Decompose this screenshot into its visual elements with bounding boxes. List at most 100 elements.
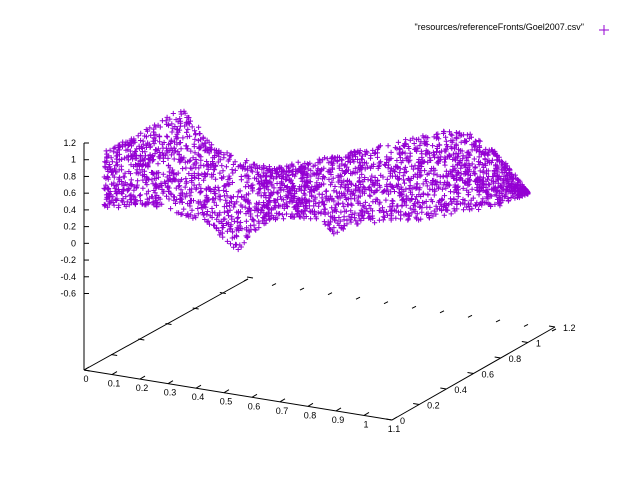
data-point — [328, 182, 334, 188]
data-point — [349, 202, 355, 208]
data-point — [417, 185, 423, 191]
data-point — [302, 160, 308, 166]
data-point — [507, 167, 513, 173]
z-tick-label: 0.8 — [63, 171, 76, 181]
data-point — [371, 150, 377, 157]
data-point — [189, 207, 195, 213]
data-point — [488, 160, 494, 166]
data-point — [426, 214, 432, 221]
data-point — [368, 165, 374, 171]
data-point — [497, 203, 503, 209]
data-point — [320, 173, 326, 180]
data-point — [142, 133, 148, 139]
data-point — [146, 176, 152, 182]
data-point — [265, 179, 271, 185]
data-point — [335, 154, 341, 160]
data-point — [279, 212, 285, 218]
data-point — [290, 214, 296, 220]
data-point — [210, 196, 216, 202]
data-point — [469, 147, 475, 153]
data-point — [185, 126, 191, 132]
y-back-tick-mark — [192, 307, 199, 310]
data-point — [376, 201, 382, 207]
data-point — [320, 157, 326, 163]
data-point — [472, 171, 478, 177]
data-point — [310, 171, 316, 177]
data-point — [124, 199, 130, 205]
data-point — [300, 163, 306, 169]
data-point — [177, 199, 183, 205]
data-point — [263, 174, 269, 180]
data-point — [178, 156, 184, 162]
data-point — [348, 219, 354, 225]
data-point — [118, 163, 124, 169]
data-point — [349, 214, 355, 220]
data-point — [381, 214, 388, 220]
data-point — [157, 139, 163, 145]
data-point — [411, 140, 417, 147]
data-point — [182, 184, 188, 190]
data-point — [196, 165, 202, 171]
data-point — [359, 171, 365, 177]
data-point — [446, 129, 453, 135]
data-point — [164, 134, 170, 140]
data-point — [165, 188, 172, 194]
data-point — [515, 180, 521, 186]
data-point — [444, 207, 450, 213]
data-point — [406, 213, 412, 219]
data-point — [395, 176, 401, 182]
x-axis-line — [83, 369, 393, 421]
data-point — [385, 143, 391, 149]
data-point — [283, 211, 290, 217]
data-point — [474, 178, 480, 184]
data-point — [139, 162, 145, 168]
data-point — [288, 195, 294, 201]
data-point — [221, 204, 227, 210]
x-back-tick-mark — [299, 287, 305, 291]
data-point — [204, 199, 210, 205]
data-point — [302, 182, 308, 188]
data-point — [414, 194, 420, 200]
data-point — [342, 192, 348, 198]
data-point — [359, 208, 366, 214]
data-point — [380, 217, 386, 223]
data-point — [444, 142, 450, 148]
data-point — [231, 218, 237, 224]
y-tick-label: 0.8 — [509, 354, 522, 364]
data-point — [104, 151, 110, 157]
data-point — [352, 192, 358, 198]
data-point — [525, 190, 531, 196]
data-point — [114, 196, 120, 202]
y-tick-mark — [385, 418, 393, 421]
data-point — [341, 178, 347, 184]
data-point — [212, 184, 218, 190]
data-point — [462, 140, 468, 146]
data-point — [213, 176, 219, 182]
data-point — [202, 173, 208, 179]
data-point — [261, 199, 267, 206]
data-point — [477, 177, 483, 183]
data-point — [294, 206, 300, 212]
data-point — [153, 198, 159, 204]
data-point — [255, 171, 261, 177]
data-point — [476, 137, 482, 144]
data-point — [210, 161, 216, 167]
data-point — [197, 137, 203, 143]
data-point — [395, 203, 401, 209]
data-point — [177, 140, 183, 146]
data-point — [443, 200, 449, 207]
data-point — [220, 224, 226, 231]
data-point — [518, 187, 524, 194]
data-point — [198, 204, 204, 211]
data-point — [310, 163, 316, 169]
data-point — [351, 159, 357, 165]
data-point — [420, 181, 426, 187]
data-point — [446, 182, 453, 188]
data-point — [336, 214, 342, 221]
data-point — [381, 209, 387, 215]
data-point — [407, 137, 413, 143]
data-point — [146, 160, 152, 166]
data-point — [218, 175, 225, 181]
data-point — [434, 206, 440, 212]
data-point — [309, 184, 315, 190]
